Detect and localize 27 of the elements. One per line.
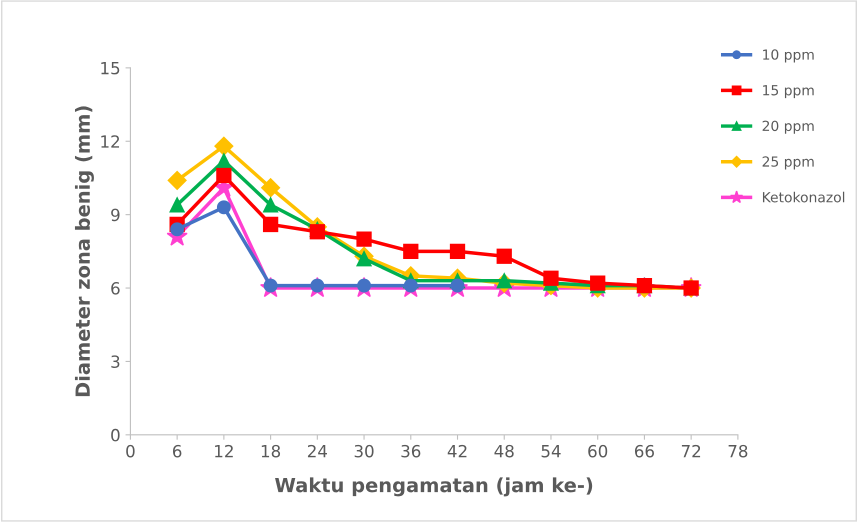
y-tick-label: 9: [111, 208, 120, 222]
x-tick-label: 12: [215, 444, 233, 458]
y-tick-label: 12: [101, 135, 120, 148]
x-tick-label: 18: [262, 444, 280, 458]
x-tick-label: 36: [401, 444, 420, 458]
x-tick-label: 54: [542, 445, 561, 458]
x-tick-label: 24: [308, 444, 327, 458]
x-tick-label: 48: [494, 444, 514, 458]
y-tick-label: 0: [111, 428, 120, 442]
legend-label: Ketokonazol: [762, 192, 844, 202]
legend-label: 10 ppm: [763, 49, 814, 62]
x-tick-label: 60: [588, 444, 608, 458]
y-tick-label: 3: [111, 355, 120, 368]
legend-label: 20 ppm: [762, 120, 814, 134]
legend-label: 15 ppm: [763, 85, 814, 98]
x-tick-label: 30: [354, 444, 374, 458]
y-tick-label: 6: [111, 282, 120, 295]
x-axis-title: Waktu pengamatan (jam ke-): [275, 477, 592, 496]
x-tick-label: 0: [126, 444, 135, 458]
y-axis-title: Diameter zona benig (mm): [74, 106, 94, 396]
y-tick-label: 15: [101, 62, 120, 74]
x-tick-label: 72: [682, 444, 700, 458]
legend-label: 25 ppm: [762, 156, 814, 170]
x-tick-label: 42: [448, 444, 466, 458]
x-tick-label: 66: [634, 444, 654, 458]
x-tick-label: 78: [728, 444, 748, 458]
x-tick-label: 6: [173, 444, 182, 458]
